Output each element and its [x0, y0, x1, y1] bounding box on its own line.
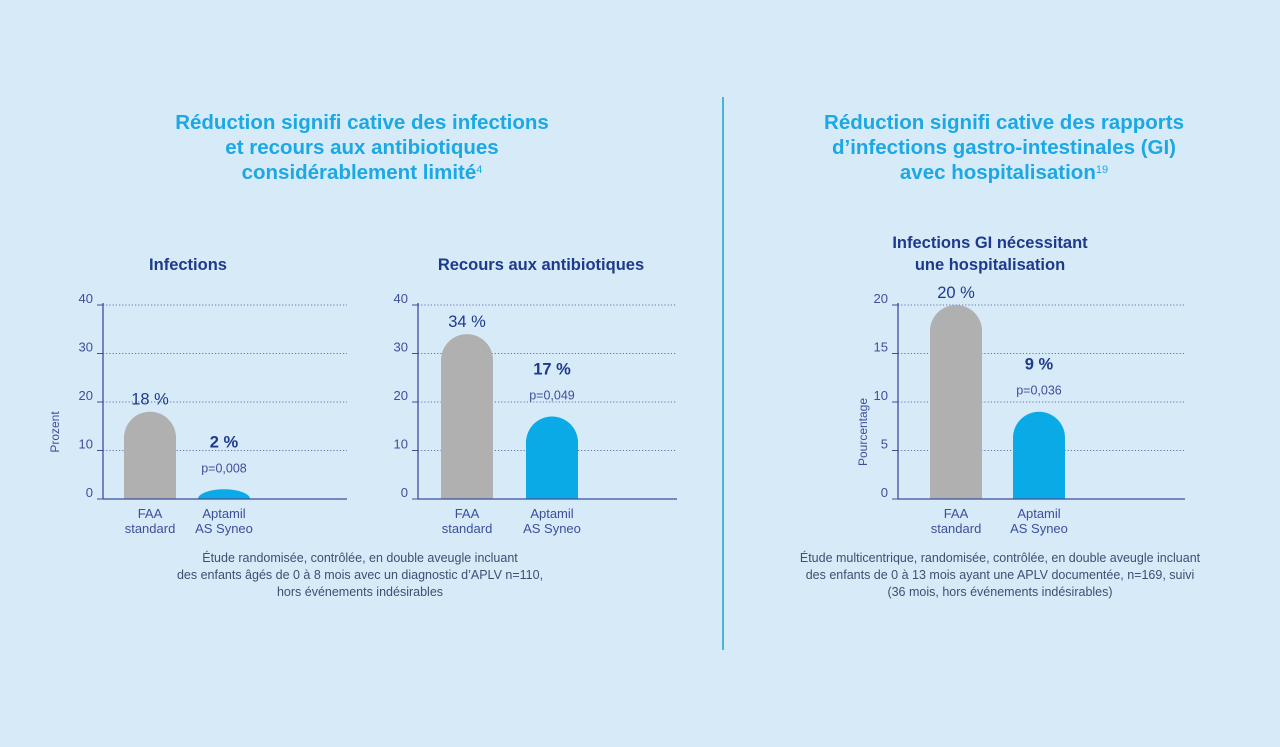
- x-tick-label: AS Syneo: [523, 521, 581, 536]
- x-tick-label: FAA: [138, 506, 163, 521]
- left-footnote-line-3: hors événements indésirables: [276, 585, 444, 599]
- chart-title-antibiotics: Recours aux antibiotiques: [437, 256, 645, 274]
- p-value-label: p=0,049: [529, 389, 575, 403]
- y-tick-label: 30: [394, 340, 408, 355]
- bar-faa-standard: [124, 411, 176, 499]
- right-heading-line-3-text: avec hospitalisation: [899, 161, 1096, 184]
- x-tick-label: standard: [931, 521, 982, 536]
- left-heading-line-1: Réduction signifi cative des infections: [175, 111, 549, 134]
- right-footnote: Étude multicentrique, randomisée, contrô…: [740, 550, 1260, 601]
- value-label: 34 %: [448, 313, 486, 331]
- left-heading-line-3: considérablement limité4: [112, 160, 612, 185]
- p-value-label: p=0,036: [1016, 384, 1062, 398]
- y-tick-label: 10: [79, 437, 93, 452]
- left-heading-line-2: et recours aux antibiotiques: [225, 136, 499, 159]
- right-footnote-line-3: (36 mois, hors événements indésirables): [887, 585, 1113, 599]
- right-heading-line-2: d’infections gastro-intestinales (GI): [832, 136, 1176, 159]
- y-tick-label: 20: [394, 388, 408, 403]
- y-tick-label: 5: [881, 437, 888, 452]
- y-tick-label: 20: [874, 291, 888, 306]
- x-tick-label: standard: [442, 521, 493, 536]
- y-tick-label: 15: [874, 340, 888, 355]
- left-heading-line-3-text: considérablement limité: [241, 161, 477, 184]
- value-label: 9 %: [1025, 356, 1054, 374]
- x-tick-label: FAA: [455, 506, 480, 521]
- left-footnote-line-1: Étude randomisée, contrôlée, en double a…: [202, 551, 518, 565]
- y-tick-label: 0: [401, 485, 408, 500]
- value-label: 2 %: [210, 433, 239, 451]
- value-label: 20 %: [937, 284, 975, 302]
- x-tick-label: Aptamil: [1017, 506, 1060, 521]
- value-label: 18 %: [131, 391, 169, 409]
- p-value-label: p=0,008: [201, 461, 247, 475]
- y-axis-label: Prozent: [48, 411, 62, 453]
- left-footnote-line-2: des enfants âgés de 0 à 8 mois avec un d…: [176, 568, 544, 582]
- chart-title-gi-hospitalisation: Infections GI nécessitant une hospitalis…: [840, 232, 1140, 276]
- right-section-heading: Réduction signifi cative des rapports d’…: [754, 110, 1254, 185]
- right-heading-line-1: Réduction signifi cative des rapports: [824, 111, 1184, 134]
- value-label: 17 %: [533, 361, 571, 379]
- x-tick-label: FAA: [944, 506, 969, 521]
- x-tick-label: AS Syneo: [1010, 521, 1068, 536]
- section-divider: [722, 97, 724, 650]
- left-heading-ref: 4: [476, 164, 483, 176]
- right-footnote-line-2: des enfants de 0 à 13 mois ayant une APL…: [805, 568, 1195, 582]
- y-tick-label: 0: [881, 485, 888, 500]
- y-axis-label: Pourcentage: [856, 398, 870, 466]
- y-tick-label: 30: [79, 340, 93, 355]
- chart-title-gi-line-1: Infections GI nécessitant: [892, 234, 1088, 252]
- right-heading-ref: 19: [1095, 164, 1109, 176]
- y-tick-label: 40: [394, 291, 408, 306]
- y-tick-label: 10: [394, 437, 408, 452]
- chart-title-gi-line-2: une hospitalisation: [914, 256, 1066, 274]
- y-tick-label: 10: [874, 388, 888, 403]
- left-section-heading: Réduction signifi cative des infections …: [112, 110, 612, 185]
- left-footnote: Étude randomisée, contrôlée, en double a…: [100, 550, 620, 601]
- bar-faa-standard: [441, 334, 493, 499]
- y-tick-label: 40: [79, 291, 93, 306]
- x-tick-label: standard: [125, 521, 176, 536]
- right-heading-line-3: avec hospitalisation19: [754, 160, 1254, 185]
- bar-faa-standard: [930, 305, 982, 499]
- x-tick-label: Aptamil: [530, 506, 573, 521]
- bar-aptamil-as-syneo: [198, 489, 250, 499]
- chart-title-infections: Infections: [149, 256, 227, 274]
- bar-aptamil-as-syneo: [526, 416, 578, 499]
- x-tick-label: AS Syneo: [195, 521, 253, 536]
- bar-aptamil-as-syneo: [1013, 411, 1065, 499]
- x-tick-label: Aptamil: [202, 506, 245, 521]
- right-footnote-line-1: Étude multicentrique, randomisée, contrô…: [799, 551, 1201, 565]
- y-tick-label: 20: [79, 388, 93, 403]
- y-tick-label: 0: [86, 485, 93, 500]
